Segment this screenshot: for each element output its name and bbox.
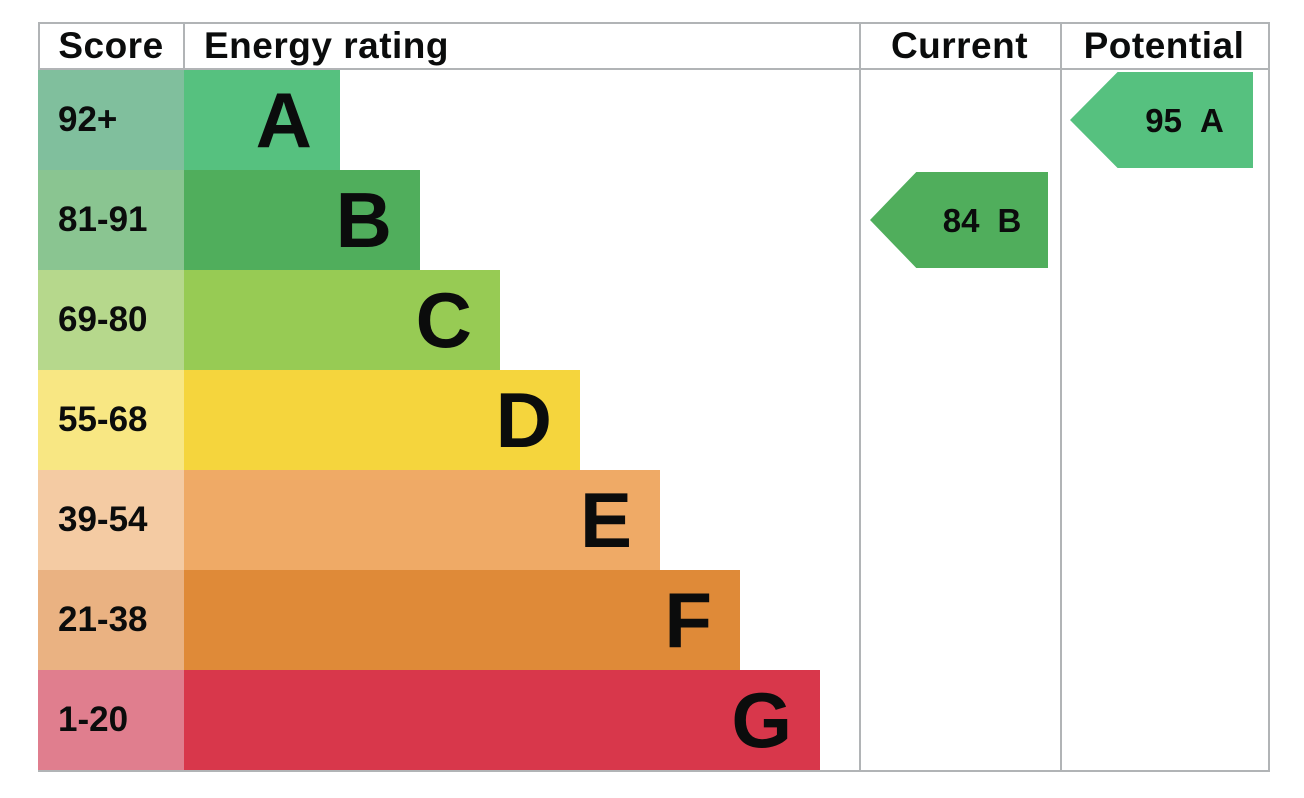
band-rows: 92+ A 81-91 B 69-80 C 55-68 D 39-54 E 21-38 F 1-20 G bbox=[38, 70, 1270, 770]
potential-rating-value: 95 bbox=[1145, 101, 1182, 139]
band-bar-e: E bbox=[184, 470, 660, 570]
band-row-d: 55-68 D bbox=[38, 370, 1270, 470]
current-rating-band-letter: B bbox=[997, 201, 1022, 239]
score-range-b: 81-91 bbox=[38, 170, 184, 270]
score-range-f: 21-38 bbox=[38, 570, 184, 670]
band-bar-d: D bbox=[184, 370, 580, 470]
table-right-border bbox=[1268, 22, 1270, 772]
header-divider-score-rating bbox=[183, 22, 185, 70]
table-bottom-border bbox=[38, 770, 1270, 772]
band-row-a: 92+ A bbox=[38, 70, 1270, 170]
band-letter-d: D bbox=[495, 376, 552, 464]
band-letter-f: F bbox=[664, 576, 712, 664]
band-letter-g: G bbox=[731, 676, 792, 764]
band-row-b: 81-91 B bbox=[38, 170, 1270, 270]
band-letter-c: C bbox=[415, 276, 472, 364]
band-bar-c: C bbox=[184, 270, 500, 370]
potential-rating-band-letter: A bbox=[1199, 101, 1224, 139]
band-letter-b: B bbox=[335, 176, 392, 264]
band-bar-b: B bbox=[184, 170, 420, 270]
current-column-divider bbox=[859, 22, 861, 772]
table-header-row bbox=[38, 22, 1270, 70]
header-score: Score bbox=[58, 25, 164, 66]
score-range-d: 55-68 bbox=[38, 370, 184, 470]
band-row-e: 39-54 E bbox=[38, 470, 1270, 570]
score-range-c: 69-80 bbox=[38, 270, 184, 370]
band-bar-a: A bbox=[184, 70, 340, 170]
band-row-c: 69-80 C bbox=[38, 270, 1270, 370]
band-row-g: 1-20 G bbox=[38, 670, 1270, 770]
band-bar-g: G bbox=[184, 670, 820, 770]
current-rating-value: 84 bbox=[942, 201, 980, 239]
potential-column-divider bbox=[1060, 22, 1062, 772]
band-row-f: 21-38 F bbox=[38, 570, 1270, 670]
band-bar-f: F bbox=[184, 570, 740, 670]
header-potential: Potential bbox=[1083, 25, 1245, 66]
band-letter-e: E bbox=[579, 476, 632, 564]
band-letter-a: A bbox=[255, 76, 312, 164]
score-range-e: 39-54 bbox=[38, 470, 184, 570]
score-range-a: 92+ bbox=[38, 70, 184, 170]
header-energy-rating: Energy rating bbox=[204, 25, 449, 66]
epc-rating-table: Score Energy rating Current Potential 92… bbox=[38, 22, 1270, 772]
header-current: Current bbox=[890, 25, 1029, 66]
score-range-g: 1-20 bbox=[38, 670, 184, 770]
